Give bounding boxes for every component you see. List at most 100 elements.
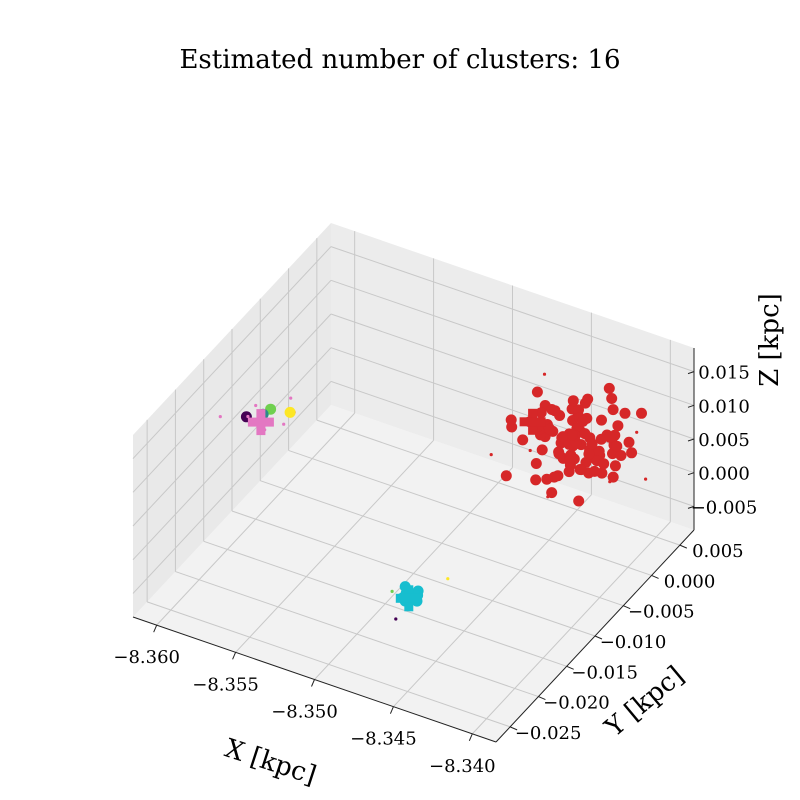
- y-tick-label-mark: [651, 574, 659, 579]
- x-tick-label: −8.345: [350, 729, 417, 750]
- y-grid-line: [288, 449, 652, 576]
- z-grid-line: [132, 279, 332, 493]
- data-point: [607, 471, 619, 483]
- centroid-plus-marker: [519, 408, 546, 435]
- x-tick-label: −8.355: [192, 674, 259, 695]
- data-point: [611, 440, 623, 452]
- data-point: [567, 429, 578, 441]
- y-tick-label: −0.005: [628, 602, 695, 623]
- data-point: [567, 395, 579, 407]
- y-tick-label-mark: [538, 696, 546, 701]
- y-tick-label: −0.010: [600, 632, 667, 653]
- x-tick-mark: [153, 624, 158, 633]
- data-point: [553, 446, 565, 458]
- data-point: [564, 455, 575, 467]
- tick-labels: −8.360 −8.355 −8.350 −8.345 −8.340 −0.025 −0.0…: [113, 363, 757, 777]
- data-point: [623, 436, 635, 448]
- noise-point: [635, 430, 639, 434]
- data-point: [557, 431, 569, 443]
- data-point: [636, 407, 647, 419]
- y-tick-label-mark: [679, 544, 688, 549]
- data-point: [530, 474, 542, 486]
- data-point: [546, 487, 558, 499]
- data-point: [626, 447, 638, 459]
- data-point: [606, 393, 618, 404]
- y-grid-line: [203, 540, 567, 667]
- x-axis-label: X [kpc]: [221, 734, 320, 792]
- centroid-plus-horizontal: [519, 417, 546, 427]
- y-grid-line: [231, 510, 596, 637]
- data-point: [394, 617, 398, 621]
- data-point: [284, 406, 296, 418]
- noise-point: [254, 403, 258, 408]
- data-point: [575, 464, 587, 476]
- y-grid-line: [316, 419, 681, 546]
- data-point: [612, 420, 624, 432]
- noise-point: [542, 372, 547, 376]
- x-tick-mark: [389, 706, 394, 714]
- z-axis-label: Z [kpc]: [755, 293, 785, 387]
- data-point: [615, 450, 627, 461]
- data-point: [595, 433, 607, 445]
- data-point: [603, 382, 615, 394]
- data-point: [577, 415, 589, 427]
- x-tick-mark: [232, 652, 237, 660]
- x-tick-label: −8.360: [113, 647, 180, 668]
- z-tick-label: 0.010: [698, 396, 750, 417]
- noise-point: [644, 477, 648, 481]
- y-tick-label-mark: [623, 605, 631, 610]
- data-point: [517, 434, 529, 446]
- centroid-plus-horizontal: [247, 417, 274, 427]
- z-tick-label: 0.005: [698, 430, 750, 451]
- data-point: [563, 466, 575, 478]
- z-tick-label: −0.005: [691, 497, 758, 518]
- data-point: [596, 467, 608, 479]
- z-grid-line: [330, 313, 695, 440]
- data-point: [500, 470, 512, 482]
- noise-point: [246, 414, 250, 419]
- y-tick-label-mark: [509, 726, 518, 731]
- y-grid-line: [260, 480, 624, 607]
- data-point: [544, 423, 556, 435]
- y-tick-label: 0.000: [664, 571, 716, 592]
- data-point: [531, 386, 543, 398]
- noise-point: [577, 498, 581, 502]
- z-grid-line: [330, 279, 695, 406]
- data-point: [607, 404, 619, 416]
- data-points: [218, 372, 648, 621]
- noise-point: [289, 396, 293, 400]
- y-tick-label: −0.015: [571, 662, 638, 683]
- y-grid-line: [175, 571, 539, 698]
- z-tick-mark: [687, 404, 695, 408]
- y-tick-label-mark: [594, 635, 603, 640]
- z-tick-mark: [687, 505, 695, 509]
- chart-title: Estimated number of clusters: 16: [179, 45, 620, 75]
- noise-point: [218, 415, 222, 419]
- data-point: [586, 438, 598, 450]
- z-grid-line: [132, 381, 332, 594]
- centroid-plus-horizontal: [395, 593, 422, 603]
- data-point: [541, 473, 553, 485]
- x-tick-mark: [311, 679, 315, 687]
- y-tick-label-mark: [566, 665, 574, 670]
- noise-point: [546, 495, 550, 499]
- noise-point: [608, 480, 612, 484]
- z-tick-label: 0.000: [698, 464, 750, 485]
- z-grid-line: [132, 347, 332, 561]
- y-tick-label: −0.020: [543, 693, 610, 714]
- x-tick-mark: [468, 733, 473, 742]
- y-tick-label: 0.005: [692, 541, 744, 562]
- data-point: [593, 445, 605, 457]
- z-grid-line: [132, 246, 332, 459]
- data-point: [390, 589, 394, 594]
- z-grid-line: [132, 313, 332, 527]
- data-point: [536, 444, 548, 456]
- centroid-plus-marker: [395, 585, 422, 612]
- y-grid-line: [146, 601, 511, 728]
- data-point: [583, 448, 595, 460]
- z-tick-label: 0.015: [698, 363, 750, 384]
- data-point: [596, 414, 607, 426]
- data-point: [609, 460, 621, 472]
